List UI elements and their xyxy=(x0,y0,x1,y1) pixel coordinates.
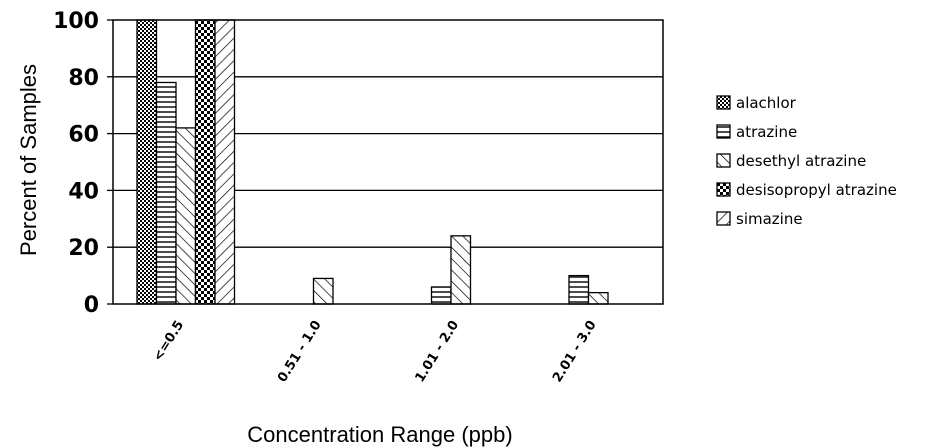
legend-label: simazine xyxy=(736,210,803,228)
x-tick-label: 1.01 - 2.0 xyxy=(413,318,463,385)
x-axis-title: Concentration Range (ppb) xyxy=(247,422,512,447)
y-axis-title: Percent of Samples xyxy=(16,64,41,256)
y-tick-label: 40 xyxy=(68,179,99,204)
bar-desethyl-atrazine-1 xyxy=(312,277,334,305)
legend-label: alachlor xyxy=(736,94,797,112)
bar-desethyl-atrazine-3 xyxy=(587,291,609,305)
legend-label: atrazine xyxy=(736,123,797,141)
bar-simazine-0 xyxy=(214,19,236,305)
y-tick-label: 80 xyxy=(68,66,99,91)
plot-frame xyxy=(112,19,664,305)
legend-swatch-atrazine xyxy=(716,124,731,139)
y-axis-ticks: 0 20 40 60 80 100 xyxy=(53,9,113,318)
bar-atrazine-0 xyxy=(155,81,177,305)
legend-label: desethyl atrazine xyxy=(736,152,866,170)
bar-atrazine-2 xyxy=(430,286,452,305)
legend-label: desisopropyl atrazine xyxy=(736,181,897,199)
legend-swatch-alachlor xyxy=(716,95,731,110)
bar-desisopropyl-atrazine-0 xyxy=(194,19,216,305)
legend: alachlor atrazine desethyl atrazine desisop… xyxy=(716,94,897,228)
y-tick-label: 0 xyxy=(84,293,99,318)
y-tick-label: 100 xyxy=(53,9,99,34)
y-tick-label: 60 xyxy=(68,123,99,148)
bar-desethyl-atrazine-2 xyxy=(450,235,472,305)
x-tick-label: 2.01 - 3.0 xyxy=(550,318,600,385)
legend-swatch-desethyl-atrazine xyxy=(716,153,731,168)
y-tick-label: 20 xyxy=(68,236,99,261)
legend-swatch-desisopropyl-atrazine xyxy=(716,182,731,197)
bar-desethyl-atrazine-0 xyxy=(175,127,197,305)
bar-atrazine-3 xyxy=(568,274,590,305)
bars xyxy=(136,19,609,305)
bar-alachlor-0 xyxy=(136,19,158,305)
x-tick-label: <=0.5 xyxy=(151,318,187,364)
x-axis-ticks: <=0.5 0.51 - 1.0 1.01 - 2.0 2.01 - 3.0 xyxy=(151,318,600,385)
legend-swatch-simazine xyxy=(716,211,731,226)
x-tick-label: 0.51 - 1.0 xyxy=(275,318,325,385)
